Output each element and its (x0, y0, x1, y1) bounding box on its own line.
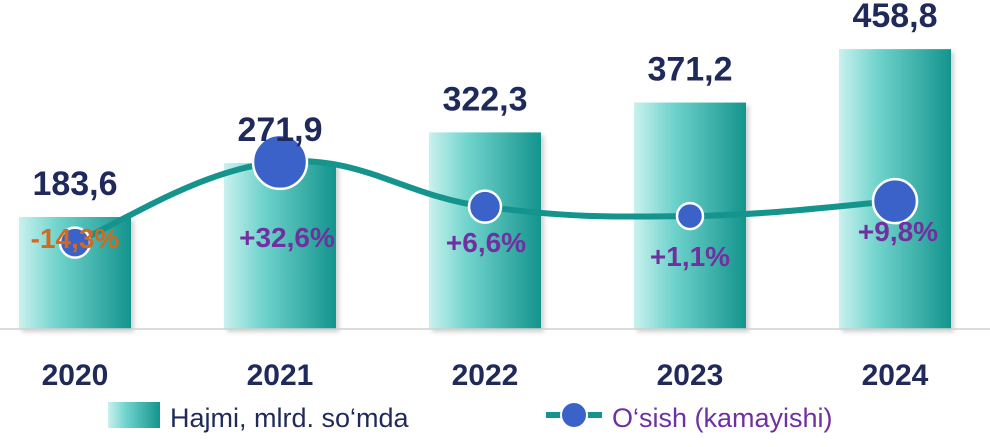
legend-bar-label: Hajmi, mlrd. so‘mda (170, 403, 410, 433)
bar-2021 (224, 163, 336, 329)
x-tick-label-2021: 2021 (247, 359, 314, 392)
growth-label-2020: -14,3% (31, 223, 120, 254)
growth-line-layer (58, 133, 919, 259)
growth-marker-2023 (675, 201, 705, 231)
bar-value-label-2022: 322,3 (442, 80, 527, 118)
growth-marker-2021 (251, 133, 309, 191)
x-tick-label-2022: 2022 (452, 359, 519, 392)
bar-value-label-2023: 371,2 (647, 51, 732, 89)
legend-bar-swatch (108, 402, 160, 428)
x-tick-label-2023: 2023 (657, 359, 724, 392)
legend-line-label: O‘sish (kamayishi) (612, 403, 833, 433)
bar-value-label-2024: 458,8 (852, 0, 937, 35)
growth-marker-2022 (467, 189, 503, 224)
bar-value-label-2020: 183,6 (32, 165, 117, 203)
bar-2022 (429, 132, 541, 329)
x-tick-label-2020: 2020 (42, 359, 109, 392)
bar-value-label-2021: 271,9 (237, 111, 322, 149)
growth-label-2024: +9,8% (858, 216, 938, 247)
legend: Hajmi, mlrd. so‘mda O‘sish (kamayishi) (108, 401, 833, 433)
legend-line-marker (560, 401, 588, 429)
growth-label-2023: +1,1% (650, 241, 730, 272)
growth-label-2021: +32,6% (239, 222, 335, 253)
x-tick-label-2024: 2024 (862, 359, 929, 392)
labels-layer: 183,6 2020 271,9 2021 322,3 2022 371,2 2023 458,… (31, 0, 939, 392)
growth-label-2022: +6,6% (446, 227, 526, 258)
growth-marker-2020 (58, 226, 92, 259)
growth-marker-2024 (871, 177, 919, 225)
